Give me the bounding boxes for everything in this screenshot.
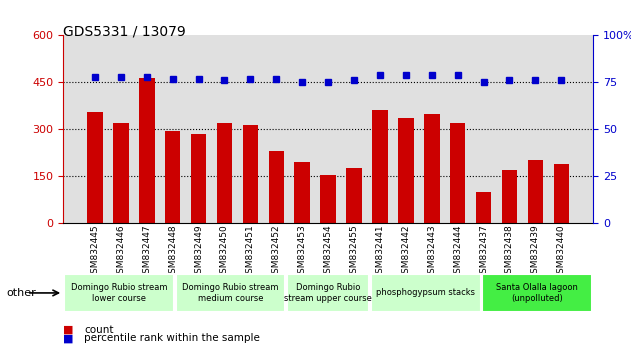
Bar bbox=[269, 151, 284, 223]
Text: ■: ■ bbox=[63, 325, 74, 335]
Bar bbox=[371, 274, 481, 312]
Bar bbox=[502, 170, 517, 223]
Bar bbox=[64, 274, 174, 312]
Bar bbox=[372, 110, 387, 223]
Bar bbox=[243, 125, 258, 223]
Bar bbox=[295, 162, 310, 223]
Bar bbox=[398, 118, 413, 223]
Text: Domingo Rubio
stream upper course: Domingo Rubio stream upper course bbox=[284, 283, 372, 303]
Bar bbox=[450, 123, 466, 223]
Text: Santa Olalla lagoon
(unpolluted): Santa Olalla lagoon (unpolluted) bbox=[497, 283, 578, 303]
Text: phosphogypsum stacks: phosphogypsum stacks bbox=[376, 289, 475, 297]
Bar bbox=[165, 131, 180, 223]
Bar bbox=[346, 168, 362, 223]
Text: ■: ■ bbox=[63, 333, 74, 343]
Bar bbox=[482, 274, 593, 312]
Bar bbox=[191, 134, 206, 223]
Text: other: other bbox=[6, 288, 36, 298]
Bar bbox=[424, 114, 440, 223]
Bar bbox=[287, 274, 369, 312]
Text: count: count bbox=[84, 325, 114, 335]
Bar bbox=[139, 78, 155, 223]
Bar bbox=[113, 123, 129, 223]
Bar bbox=[528, 160, 543, 223]
Bar bbox=[553, 164, 569, 223]
Bar bbox=[321, 175, 336, 223]
Bar bbox=[216, 123, 232, 223]
Text: Domingo Rubio stream
lower course: Domingo Rubio stream lower course bbox=[71, 283, 167, 303]
Text: percentile rank within the sample: percentile rank within the sample bbox=[84, 333, 260, 343]
Bar bbox=[87, 112, 103, 223]
Bar bbox=[476, 192, 492, 223]
Text: GDS5331 / 13079: GDS5331 / 13079 bbox=[63, 25, 186, 39]
Bar bbox=[175, 274, 285, 312]
Text: Domingo Rubio stream
medium course: Domingo Rubio stream medium course bbox=[182, 283, 279, 303]
